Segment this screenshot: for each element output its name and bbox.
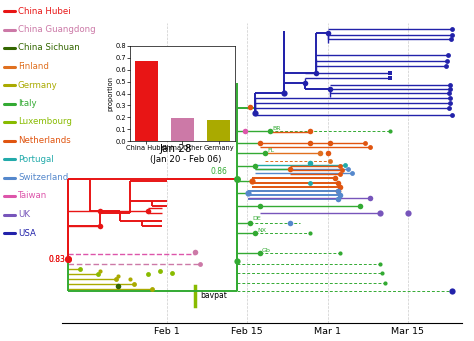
Text: UK: UK <box>18 210 30 219</box>
Text: China Sichuan: China Sichuan <box>18 44 80 53</box>
Text: Italy: Italy <box>18 99 36 108</box>
Text: Netherlands: Netherlands <box>18 136 71 145</box>
Bar <box>171 118 194 141</box>
Text: Feb 15: Feb 15 <box>231 327 263 337</box>
Text: China Guangdong: China Guangdong <box>18 25 96 34</box>
Text: Mar 15: Mar 15 <box>392 327 425 337</box>
Text: Switzerland: Switzerland <box>18 173 68 182</box>
Bar <box>135 61 158 141</box>
Y-axis label: proportion: proportion <box>108 76 114 111</box>
Text: FL: FL <box>267 148 274 152</box>
Text: Finland: Finland <box>18 62 49 71</box>
Text: 0.86: 0.86 <box>210 166 227 176</box>
Bar <box>207 120 230 141</box>
Text: Mar 1: Mar 1 <box>315 327 341 337</box>
Text: Gb: Gb <box>262 248 271 252</box>
Text: 0.83: 0.83 <box>48 254 65 264</box>
Text: Portugal: Portugal <box>18 154 54 163</box>
Text: Taiwan: Taiwan <box>18 192 47 201</box>
Text: bavpat: bavpat <box>200 292 227 300</box>
Text: (Jan 20 - Feb 06): (Jan 20 - Feb 06) <box>150 154 221 163</box>
Text: BR: BR <box>272 125 281 131</box>
Text: DE: DE <box>252 217 261 222</box>
Text: China Hubei: China Hubei <box>18 6 71 15</box>
Text: Feb 1: Feb 1 <box>154 327 180 337</box>
Text: 0.83: 0.83 <box>48 254 65 264</box>
Text: NX: NX <box>257 227 266 233</box>
Text: USA: USA <box>18 228 36 237</box>
Text: Jan 28: Jan 28 <box>160 144 192 154</box>
Text: Germany: Germany <box>18 80 58 89</box>
Text: Luxembourg: Luxembourg <box>18 118 72 127</box>
